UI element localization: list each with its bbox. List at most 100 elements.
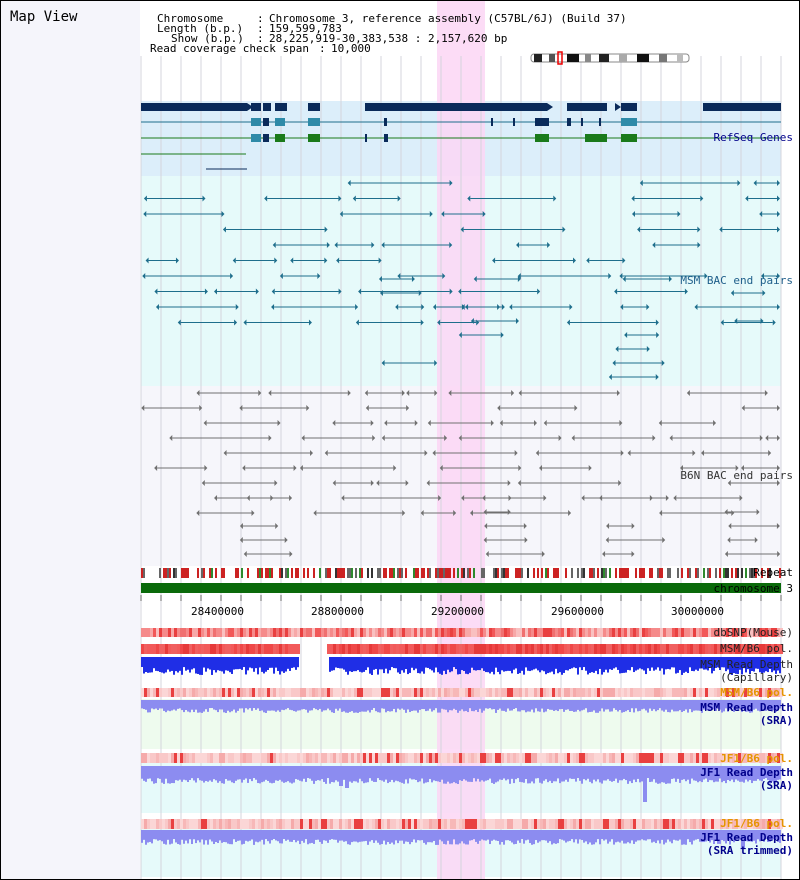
msm-sra-depth-bar — [705, 700, 707, 710]
msm-sra-depth-bar — [657, 700, 659, 711]
track-label-chromosome[interactable]: chromosome 3 — [713, 582, 793, 595]
b6n-bac-pair-end — [514, 450, 518, 456]
msm-capillary-depth-bar — [439, 657, 441, 674]
msm-capillary-depth-bar — [419, 657, 421, 674]
msm-b6-pol-strip — [153, 644, 156, 654]
jf1-sra-depth-bar — [439, 766, 441, 783]
dbsnp-strip — [273, 628, 276, 637]
jf1-sra-depth-bar — [315, 766, 317, 781]
show-value: 28,225,919-30,383,538 : 2,157,620 bp — [269, 32, 508, 45]
jf1-b6-pol-strip — [549, 753, 552, 763]
jf1-sra-depth-bar — [775, 766, 777, 783]
track-label-jf1-depth-sra[interactable]: JF1 Read Depth — [700, 766, 793, 779]
track-label-refseq-genes[interactable]: RefSeq Genes — [713, 131, 793, 144]
jf1-trim-depth-bar — [167, 830, 169, 840]
track-label-jf1-depth-trimmed[interactable]: JF1 Read Depth — [700, 831, 793, 844]
repeat-mark — [677, 568, 679, 578]
msm-sra-depth-bar — [677, 700, 679, 712]
msm-sra-depth-bar — [209, 700, 211, 709]
track-label-msm-depth-capillary[interactable]: MSM Read Depth — [700, 658, 793, 671]
jf1-sra-depth-bar — [501, 766, 503, 780]
track-label-msm-b6-pol-2[interactable]: MSM/B6 pol. — [720, 686, 793, 699]
msm-capillary-depth-bar — [515, 657, 517, 669]
jf1-sra-depth-bar — [667, 766, 669, 784]
track-label-msm-b6-pol-1[interactable]: MSM/B6 pol. — [720, 642, 793, 655]
jf1-sra-depth-bar — [395, 766, 397, 781]
jf1-sra-depth-bar — [433, 766, 435, 781]
msm-sra-depth-bar — [275, 700, 277, 712]
track-label-repeat[interactable]: Repeat — [753, 566, 793, 579]
msm-b6-pol-strip — [186, 644, 189, 654]
msm-b6-pol-strip-2 — [321, 688, 324, 697]
msm-capillary-depth-bar — [173, 657, 175, 675]
jf1-sra-depth-bar — [167, 766, 169, 784]
axis-tick-label: 29200000 — [431, 605, 484, 618]
jf1-b6-pol-strip-2 — [186, 819, 189, 829]
jf1-trim-depth-bar — [595, 830, 597, 843]
repeat-mark — [159, 568, 161, 578]
repeat-mark — [261, 568, 263, 578]
jf1-trim-depth-bar — [631, 830, 633, 841]
jf1-trim-depth-bar — [319, 830, 321, 842]
jf1-b6-pol-strip-2 — [525, 819, 528, 829]
msm-sra-depth-bar — [733, 700, 735, 712]
msm-sra-depth-bar — [177, 700, 179, 709]
track-label-msm-bac[interactable]: MSM BAC end pairs — [680, 274, 793, 287]
msm-capillary-depth-bar — [379, 657, 381, 670]
repeat-mark — [343, 568, 345, 578]
msm-b6-pol-strip — [342, 644, 345, 654]
jf1-sra-depth-bar — [709, 766, 711, 781]
msm-b6-pol-strip-2 — [585, 688, 588, 697]
track-label-msm-depth-sra[interactable]: MSM Read Depth — [700, 701, 793, 714]
jf1-b6-pol-strip — [540, 753, 543, 763]
jf1-sra-depth-bar — [499, 766, 501, 780]
track-label-jf1-depth-sra-sub: (SRA) — [759, 779, 793, 792]
track-label-dbsnp[interactable]: dbSNP(Mouse) — [713, 626, 793, 639]
msm-b6-pol-strip-2 — [378, 688, 381, 697]
track-label-jf1-pol-2[interactable]: JF1/B6 pol. — [720, 817, 793, 830]
msm-b6-pol-strip — [600, 644, 603, 654]
msm-b6-pol-strip — [438, 644, 441, 654]
track-label-jf1-pol-1[interactable]: JF1/B6 pol. — [720, 752, 793, 765]
repeat-mark — [247, 568, 249, 578]
jf1-sra-depth-bar — [753, 766, 755, 781]
msm-b6-pol-strip — [660, 644, 663, 654]
msm-capillary-depth-bar — [163, 657, 165, 674]
jf1-b6-pol-strip-2 — [201, 819, 204, 829]
msm-b6-pol-strip-2 — [636, 688, 639, 697]
jf1-b6-pol-strip — [309, 753, 312, 763]
jf1-b6-pol-strip — [201, 753, 204, 763]
msm-sra-depth-bar — [639, 700, 641, 711]
msm-b6-pol-strip-2 — [222, 688, 225, 697]
jf1-sra-depth-bar — [421, 766, 423, 779]
msm-b6-pol-strip — [348, 644, 351, 654]
jf1-trim-depth-bar — [303, 830, 305, 843]
jf1-sra-depth-bar — [645, 766, 647, 802]
msm-capillary-depth-bar — [275, 657, 277, 668]
b6n-bac-pair-end — [658, 420, 662, 426]
msm-sra-depth-bar — [613, 700, 615, 709]
jf1-sra-depth-bar — [605, 766, 607, 781]
jf1-b6-pol-strip-2 — [204, 819, 207, 829]
dbsnp-strip — [246, 628, 249, 637]
jf1-sra-depth-bar — [471, 766, 473, 782]
msm-capillary-depth-bar — [729, 657, 731, 675]
msm-bac-pair-end — [339, 211, 343, 217]
jf1-b6-pol-strip-2 — [393, 819, 396, 829]
repeat-mark — [327, 568, 329, 578]
jf1-b6-pol-strip-2 — [609, 819, 612, 829]
jf1-sra-depth-bar — [535, 766, 537, 779]
jf1-b6-pol-strip — [189, 753, 192, 763]
msm-capillary-depth-bar — [491, 657, 493, 672]
b6n-bac-pair-end — [270, 495, 274, 501]
msm-b6-pol-strip-2 — [240, 688, 243, 697]
msm-b6-pol-strip-2 — [621, 688, 624, 697]
jf1-sra-depth-bar — [303, 766, 305, 779]
jf1-b6-pol-strip — [606, 753, 609, 763]
msm-sra-depth-bar — [319, 700, 321, 709]
track-label-b6n-bac[interactable]: B6N BAC end pairs — [680, 469, 793, 482]
jf1-b6-pol-strip-2 — [330, 819, 333, 829]
gene-exon — [213, 153, 215, 155]
msm-b6-pol-strip-2 — [456, 688, 459, 697]
